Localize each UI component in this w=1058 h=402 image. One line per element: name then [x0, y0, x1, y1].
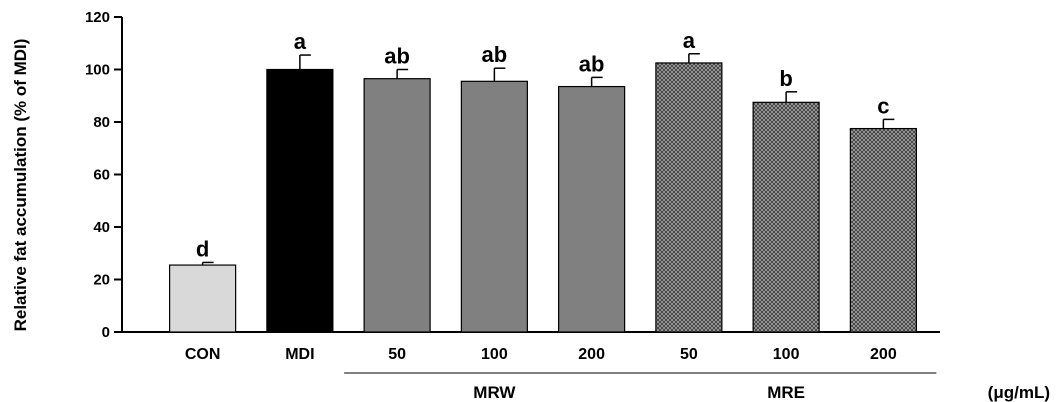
bars — [169, 53, 917, 333]
y-tick-label: 0 — [102, 324, 110, 341]
significance-label: ab — [482, 42, 508, 67]
x-tick-label: 200 — [578, 346, 605, 363]
bar — [169, 264, 237, 333]
y-tick-label: 120 — [85, 9, 110, 26]
group-label: MRW — [473, 383, 516, 402]
y-axis: 0 20 40 60 80 100 120 — [85, 9, 123, 341]
significance-label: a — [294, 29, 307, 54]
y-tick-label: 60 — [93, 167, 110, 184]
x-tick-label: 100 — [481, 346, 508, 363]
bar — [460, 80, 528, 333]
bar — [752, 101, 820, 333]
significance-label: d — [196, 236, 209, 261]
x-tick-label: 50 — [388, 346, 406, 363]
bar — [266, 68, 334, 333]
group-label: MRE — [767, 383, 805, 402]
y-tick-label: 80 — [93, 114, 110, 131]
bar — [363, 78, 431, 333]
bar — [655, 62, 723, 333]
significance-label: ab — [579, 51, 605, 76]
x-tick-label: 50 — [680, 346, 698, 363]
y-tick-label: 40 — [93, 219, 110, 236]
y-tick-label: 100 — [85, 62, 110, 79]
x-tick-label: CON — [185, 346, 221, 363]
y-tick-label: 20 — [93, 272, 110, 289]
significance-label: a — [683, 28, 696, 53]
significance-label: c — [877, 93, 889, 118]
bar — [849, 127, 917, 333]
significance-label: ab — [384, 44, 410, 69]
x-tick-label: MDI — [285, 346, 314, 363]
x-tick-label: 200 — [870, 346, 897, 363]
y-axis-label: Relative fat accumulation (% of MDI) — [11, 39, 30, 332]
unit-label: (μg/mL) — [988, 383, 1050, 402]
bar — [558, 85, 626, 333]
significance-label: b — [779, 66, 792, 91]
x-tick-label: 100 — [773, 346, 800, 363]
labels: d CON a MDI ab 50 ab 100 ab 200 a 50 b 100 c 200 MRW MRE — [185, 28, 937, 402]
